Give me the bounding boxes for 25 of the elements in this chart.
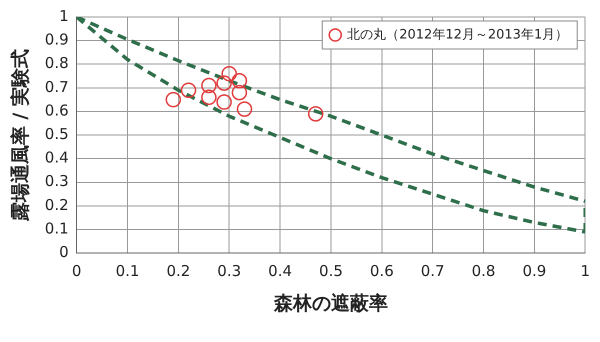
y-tick-label: 0.6 [44, 101, 69, 120]
y-tick-label: 0.9 [44, 30, 69, 49]
y-tick-label: 0.2 [44, 196, 69, 214]
y-tick-label: 0.3 [44, 172, 69, 190]
y-tick-label: 0 [59, 243, 69, 262]
x-tick-label: 0.1 [116, 262, 140, 280]
y-tick-label: 0.7 [44, 78, 69, 96]
y-tick-label: 0.8 [44, 54, 69, 72]
y-axis-title: 露場通風率 / 実験式 [9, 49, 32, 222]
x-tick-label: 0.3 [217, 262, 242, 280]
x-tick-label: 0.9 [522, 262, 546, 280]
x-tick-label: 0.5 [319, 262, 343, 280]
x-tick-label: 1 [580, 262, 590, 280]
y-tick-label: 0.5 [44, 124, 69, 143]
y-tick-label: 1 [59, 6, 69, 25]
x-tick-label: 0.6 [370, 262, 394, 280]
x-tick-label: 0.7 [420, 262, 445, 280]
x-tick-label: 0 [72, 262, 82, 280]
y-tick-label: 0.1 [44, 219, 69, 238]
x-tick-label: 0.4 [268, 262, 292, 280]
y-tick-label: 0.4 [44, 148, 69, 167]
legend-label: 北の丸（2012年12月～2013年1月） [347, 27, 568, 42]
x-axis-title: 森林の遮蔽率 [272, 292, 388, 315]
x-tick-label: 0.8 [472, 262, 496, 280]
x-tick-label: 0.2 [166, 262, 190, 280]
